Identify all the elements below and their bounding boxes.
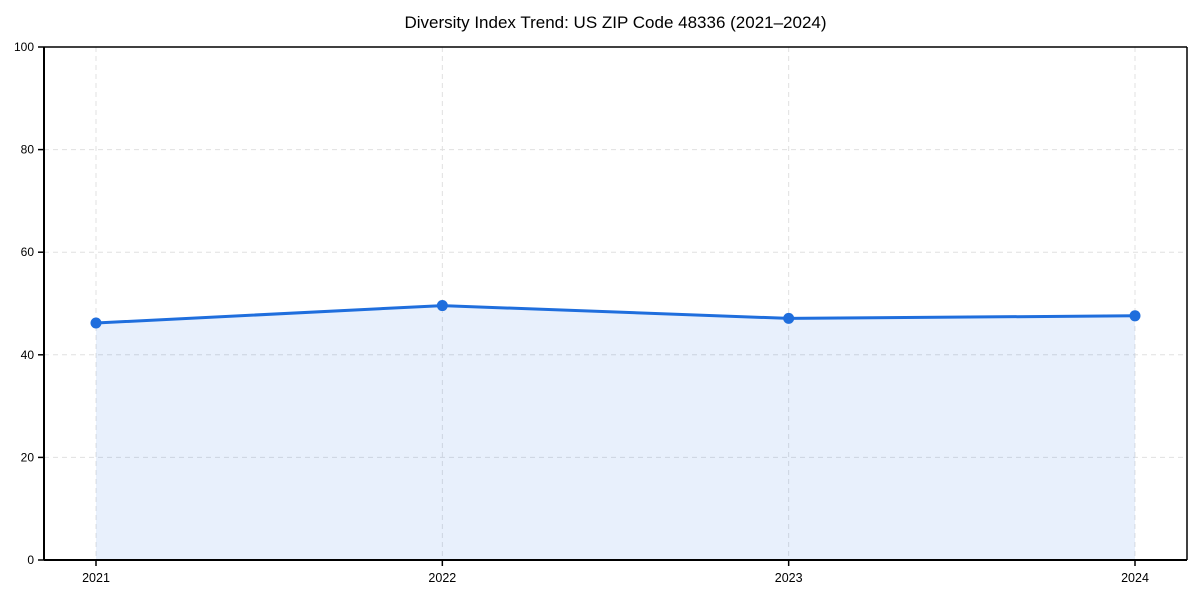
data-point-2023 (783, 312, 795, 324)
x-tick-label-2024: 2024 (1121, 571, 1149, 585)
data-point-2021 (90, 317, 102, 329)
y-tick-label-40: 40 (21, 348, 35, 362)
x-tick-label-2021: 2021 (82, 571, 110, 585)
plot-area-background (44, 47, 1187, 560)
y-tick-label-60: 60 (21, 245, 35, 259)
y-tick-label-100: 100 (14, 40, 34, 54)
chart-title: Diversity Index Trend: US ZIP Code 48336… (404, 13, 827, 32)
area-fill (96, 305, 1135, 560)
y-tick-label-0: 0 (27, 553, 34, 567)
trend-line (94, 304, 1137, 325)
x-tick-label-2022: 2022 (428, 571, 456, 585)
data-point-2024 (1129, 310, 1141, 322)
x-tick-label-2023: 2023 (775, 571, 803, 585)
y-tick-label-80: 80 (21, 143, 35, 157)
y-tick-label-20: 20 (21, 450, 35, 464)
data-point-2022 (436, 300, 448, 312)
